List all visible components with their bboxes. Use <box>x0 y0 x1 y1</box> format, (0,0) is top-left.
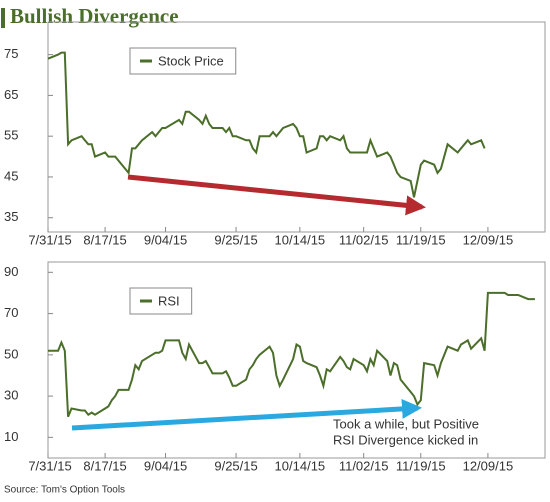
x-tick-label: 8/17/15 <box>83 232 126 247</box>
x-tick-label: 9/04/15 <box>144 458 187 473</box>
annotation: RSI Divergence kicked in <box>333 432 478 447</box>
legend-label: RSI <box>158 293 180 308</box>
x-tick-label: 10/14/15 <box>275 232 326 247</box>
y-tick-label: 45 <box>4 168 18 183</box>
x-tick-label: 7/31/15 <box>28 458 71 473</box>
x-tick-label: 12/09/15 <box>463 232 514 247</box>
series-line <box>47 51 486 198</box>
x-tick-label: 11/02/15 <box>339 458 389 473</box>
y-tick-label: 65 <box>4 87 18 102</box>
x-tick-label: 11/19/15 <box>396 458 446 473</box>
y-tick-label: 50 <box>4 346 18 361</box>
x-tick-label: 9/25/15 <box>214 458 257 473</box>
y-tick-label: 10 <box>4 429 18 444</box>
plot-frame <box>47 261 546 459</box>
chart-title: Bullish Divergence <box>10 4 179 28</box>
x-tick-label: 11/19/15 <box>396 232 446 247</box>
x-tick-label: 7/31/15 <box>28 232 71 247</box>
x-tick-label: 10/14/15 <box>275 458 326 473</box>
x-tick-label: 11/02/15 <box>339 232 389 247</box>
legend: RSI <box>129 287 193 315</box>
divergence-arrow <box>127 174 426 216</box>
title-bar <box>1 8 5 28</box>
legend: Stock Price <box>129 47 237 75</box>
annotation: Took a while, but Positive <box>333 416 479 431</box>
y-tick-label: 30 <box>4 388 18 403</box>
x-tick-label: 9/04/15 <box>144 232 187 247</box>
x-tick-label: 12/09/15 <box>463 458 514 473</box>
y-tick-label: 55 <box>4 128 18 143</box>
legend-label: Stock Price <box>158 53 224 68</box>
plot-frame <box>47 21 546 233</box>
x-tick-label: 8/17/15 <box>83 458 126 473</box>
x-tick-label: 9/25/15 <box>214 232 257 247</box>
source: Source: Tom's Option Tools <box>4 485 125 496</box>
y-tick-label: 90 <box>4 264 18 279</box>
series-line <box>48 291 535 418</box>
y-tick-label: 35 <box>4 209 18 224</box>
divergence-arrow <box>71 398 422 431</box>
y-tick-label: 70 <box>4 305 18 320</box>
y-tick-label: 75 <box>4 46 18 61</box>
